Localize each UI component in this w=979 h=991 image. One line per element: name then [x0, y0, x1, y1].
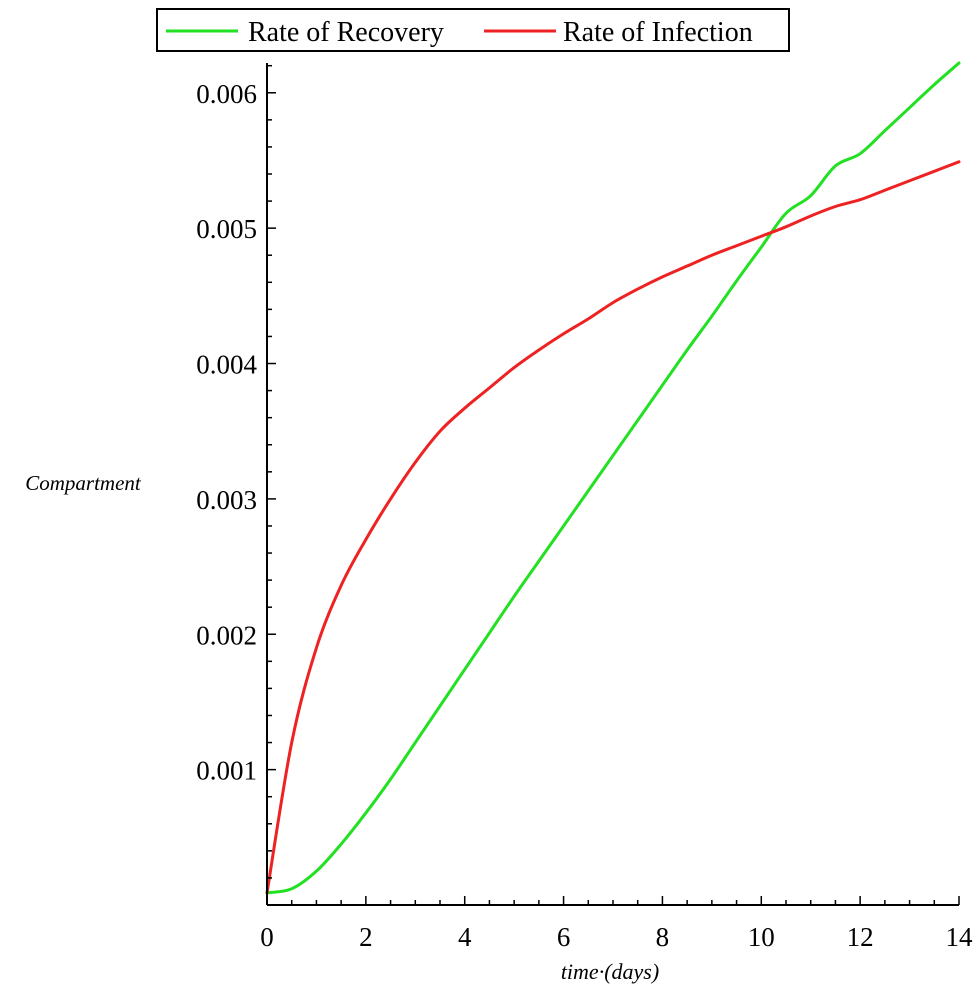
y-axis-title: Compartment	[25, 471, 142, 495]
x-tick-label: 2	[359, 922, 373, 952]
y-tick-label: 0.006	[196, 79, 257, 109]
x-tick-label: 6	[557, 922, 571, 952]
legend-label-infection: Rate of Infection	[563, 17, 753, 48]
x-axis-title: time·(days)	[561, 959, 659, 984]
x-tick-label: 0	[260, 922, 274, 952]
x-tick-label: 12	[847, 922, 874, 952]
y-tick-label: 0.002	[196, 620, 257, 650]
legend-box	[156, 8, 790, 52]
y-tick-label: 0.004	[196, 350, 257, 380]
x-tick-label: 4	[458, 922, 472, 952]
series-line-rate-of-recovery	[265, 61, 961, 895]
x-tick-label: 14	[946, 922, 974, 952]
y-tick-label: 0.001	[196, 756, 257, 786]
tick-labels: 0 2 4 6 8 10 12 14 0.001 0.002 0.003 0.004 0.005 0.00…	[196, 79, 973, 952]
series-layer	[265, 61, 961, 895]
axes	[266, 63, 960, 906]
y-tick-label: 0.003	[196, 485, 257, 515]
series-line-rate-of-infection	[265, 160, 961, 895]
y-tick-label: 0.005	[196, 214, 257, 244]
x-tick-label: 8	[656, 922, 670, 952]
x-tick-label: 10	[748, 922, 775, 952]
legend: Rate of Recovery Rate of Infection	[156, 8, 790, 52]
legend-label-recovery: Rate of Recovery	[248, 17, 444, 48]
